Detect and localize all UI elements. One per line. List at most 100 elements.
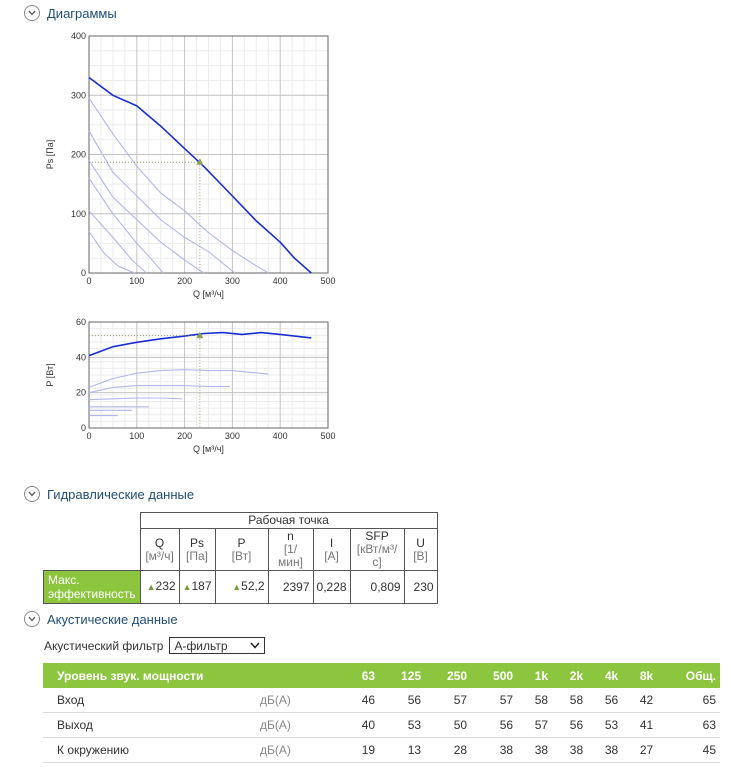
band-header: 2k: [552, 663, 588, 688]
band-header: 1k: [517, 663, 553, 688]
acoustic-filter-row: Акустический фильтр А-фильтр: [44, 637, 266, 654]
x-tick-label: 100: [129, 431, 144, 441]
row-unit: дБ(А): [256, 712, 344, 738]
cell: 56: [587, 688, 623, 713]
band-header: Общ.: [657, 663, 720, 688]
cell: 19: [344, 737, 380, 763]
cell: 38: [471, 737, 518, 763]
x-tick-label: 100: [129, 276, 144, 286]
cell: 27: [622, 737, 658, 763]
col-header-q: Q [м³/ч]: [139, 528, 180, 571]
x-tick-label: 400: [273, 431, 288, 441]
triangle-icon: ▲: [232, 582, 242, 592]
header-unit-spacer: [256, 663, 344, 688]
band-header: 8k: [622, 663, 658, 688]
row-label: Макс. эффективность: [43, 570, 141, 604]
x-tick-label: 0: [86, 276, 91, 286]
speed-series-line: [88, 130, 236, 274]
speed-series-line: [88, 231, 135, 274]
col-unit: [1/мин]: [278, 542, 303, 569]
filter-label: Акустический фильтр: [44, 638, 164, 653]
cell: 58: [517, 688, 553, 713]
x-tick-label: 400: [273, 276, 288, 286]
col-unit: [Па]: [186, 548, 209, 563]
hydraulic-table: Рабочая точка Q [м³/ч] Ps [Па] P [Вт] n [1/м…: [43, 512, 438, 604]
col-name: P: [237, 535, 246, 550]
x-tick-label: 200: [177, 276, 192, 286]
table-row: Выход дБ(А) 40 53 50 56 57 56 53 41 63: [43, 712, 720, 738]
col-unit: [м³/ч]: [145, 548, 174, 563]
cell: 40: [344, 712, 380, 738]
row-unit: дБ(А): [256, 737, 344, 763]
cell: 57: [425, 688, 472, 713]
value-sfp: 0,809: [349, 570, 405, 604]
value: 232: [155, 579, 176, 593]
speed-series-line: [88, 397, 183, 401]
plot-frame: [88, 35, 329, 274]
cell: 57: [517, 712, 553, 738]
col-header-u: U [В]: [403, 528, 438, 571]
cell: 38: [552, 737, 588, 763]
acoustic-header-row: Уровень звук. мощности 63 125 250 500 1k…: [43, 663, 720, 688]
band-header: 63: [344, 663, 380, 688]
y-tick-label: 100: [71, 209, 86, 219]
acoustic-section-toggle[interactable]: Акустические данные: [24, 611, 178, 627]
value-i: 0,228: [312, 570, 351, 604]
acoustic-table: Уровень звук. мощности 63 125 250 500 1k…: [43, 663, 720, 763]
cell: 53: [587, 712, 623, 738]
col-unit: [A]: [324, 548, 339, 563]
row-label: Вход: [43, 688, 256, 713]
col-unit: [В]: [413, 548, 428, 563]
y-tick-label: 200: [71, 150, 86, 160]
y-tick-label: 300: [71, 90, 86, 100]
y-axis-label: P [Вт]: [45, 363, 55, 386]
col-header-i: I [A]: [312, 528, 351, 571]
cell: 56: [552, 712, 588, 738]
x-axis-label: Q [м³/ч]: [193, 289, 224, 299]
band-header: 250: [425, 663, 472, 688]
row-label: Выход: [43, 712, 256, 738]
diagrams-section-toggle[interactable]: Диаграммы: [24, 5, 117, 21]
col-unit: [Вт]: [231, 548, 252, 563]
cell: 13: [379, 737, 426, 763]
y-tick-label: 400: [71, 31, 86, 41]
y-tick-label: 0: [81, 268, 86, 278]
value-u: 230: [403, 570, 438, 604]
cell: 53: [379, 712, 426, 738]
col-name: I: [329, 535, 334, 550]
y-axis-label: Ps [Па]: [45, 140, 55, 169]
x-tick-label: 500: [320, 276, 335, 286]
col-unit: [кВт/м³/с]: [356, 542, 398, 569]
group-header: Рабочая точка: [139, 512, 438, 529]
speed-series-line: [88, 97, 269, 274]
cell: 41: [622, 712, 658, 738]
col-header-n: n [1/мин]: [267, 528, 314, 571]
table-row: Вход дБ(А) 46 56 57 57 58 58 56 42 65: [43, 688, 720, 713]
cell: 38: [587, 737, 623, 763]
col-header-p: P [Вт]: [214, 528, 269, 571]
filter-select[interactable]: А-фильтр: [169, 637, 266, 654]
cell: 45: [657, 737, 720, 763]
row-unit: дБ(А): [256, 688, 344, 713]
pressure-chart: 0 100 200 300 400 500 0 100 200 300 400 Q [м³/ч] Ps …: [45, 31, 336, 299]
triangle-icon: ▲: [146, 582, 156, 592]
cell: 50: [425, 712, 472, 738]
col-name: Ps: [190, 535, 205, 550]
chevron-down-icon: [24, 611, 40, 627]
chevron-down-icon: [24, 5, 40, 21]
speed-series-line: [88, 177, 164, 274]
value: 52,2: [241, 579, 265, 593]
acoustic-title: Акустические данные: [47, 611, 178, 627]
table-row: К окружению дБ(А) 19 13 28 38 38 38 38 2…: [43, 737, 720, 763]
col-name: U: [416, 535, 425, 550]
band-header: 125: [379, 663, 426, 688]
speed-series-line: [88, 210, 147, 274]
main-series-line: [88, 331, 312, 357]
value-ps: ▲187: [178, 570, 216, 604]
value-p: ▲52,2: [214, 570, 269, 604]
y-tick-label: 60: [76, 317, 86, 327]
col-header-sfp: SFP [кВт/м³/с]: [349, 528, 405, 571]
hydraulic-section-toggle[interactable]: Гидравлические данные: [24, 486, 194, 502]
x-tick-label: 200: [177, 431, 192, 441]
y-tick-label: 0: [81, 423, 86, 433]
